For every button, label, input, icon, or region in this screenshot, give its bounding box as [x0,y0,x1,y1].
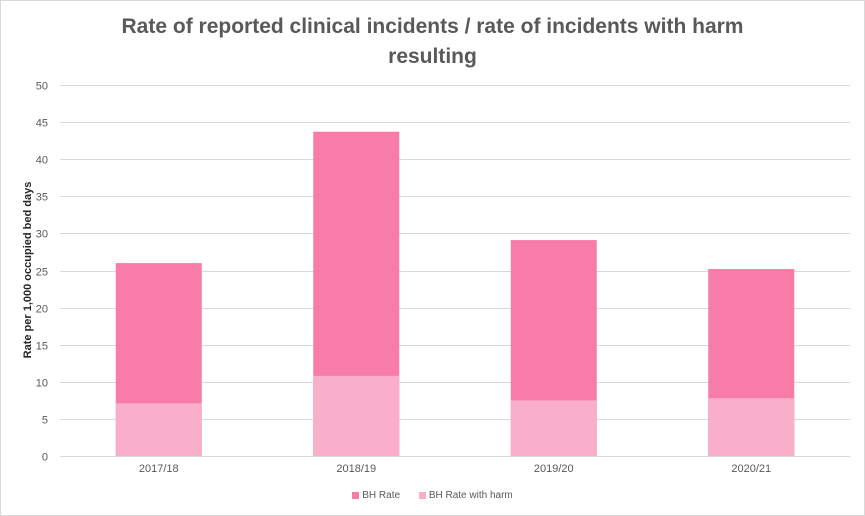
bar-bh-rate-with-harm [115,403,202,456]
y-tick-label: 15 [36,341,48,353]
legend-label-bh-rate: BH Rate [362,490,401,501]
y-tick-label: 10 [36,378,48,390]
y-tick-label: 50 [36,81,48,93]
chart-title-line-2: resulting [388,45,477,68]
legend-item-bh-rate: BH Rate [352,490,400,501]
legend-swatch-bh-rate-with-harm [418,491,426,499]
x-tick-label: 2017/18 [139,463,179,475]
x-tick-label: 2018/19 [336,463,376,475]
chart-title-line-1: Rate of reported clinical incidents / ra… [121,15,744,38]
x-tick-label: 2019/20 [534,463,574,475]
y-tick-label: 5 [42,415,48,427]
bar-bh-rate-with-harm [510,400,597,456]
y-tick-label: 45 [36,118,48,130]
y-axis-label: Rate per 1,000 occupied bed days [22,182,34,359]
legend: BH Rate BH Rate with harm [0,490,865,501]
y-tick-label: 20 [36,304,48,316]
bar-bh-rate-with-harm [313,375,400,456]
y-tick-label: 30 [36,229,48,241]
y-tick-label: 40 [36,155,48,167]
legend-label-bh-rate-with-harm: BH Rate with harm [428,490,513,501]
x-tick-label: 2020/21 [731,463,771,475]
y-tick-label: 25 [36,267,48,279]
legend-item-bh-rate-with-harm: BH Rate with harm [418,490,513,501]
y-tick-label: 0 [42,452,48,464]
bar-bh-rate-with-harm [708,398,795,456]
chart-title: Rate of reported clinical incidents / ra… [0,12,865,72]
legend-swatch-bh-rate [352,491,360,499]
y-tick-label: 35 [36,192,48,204]
